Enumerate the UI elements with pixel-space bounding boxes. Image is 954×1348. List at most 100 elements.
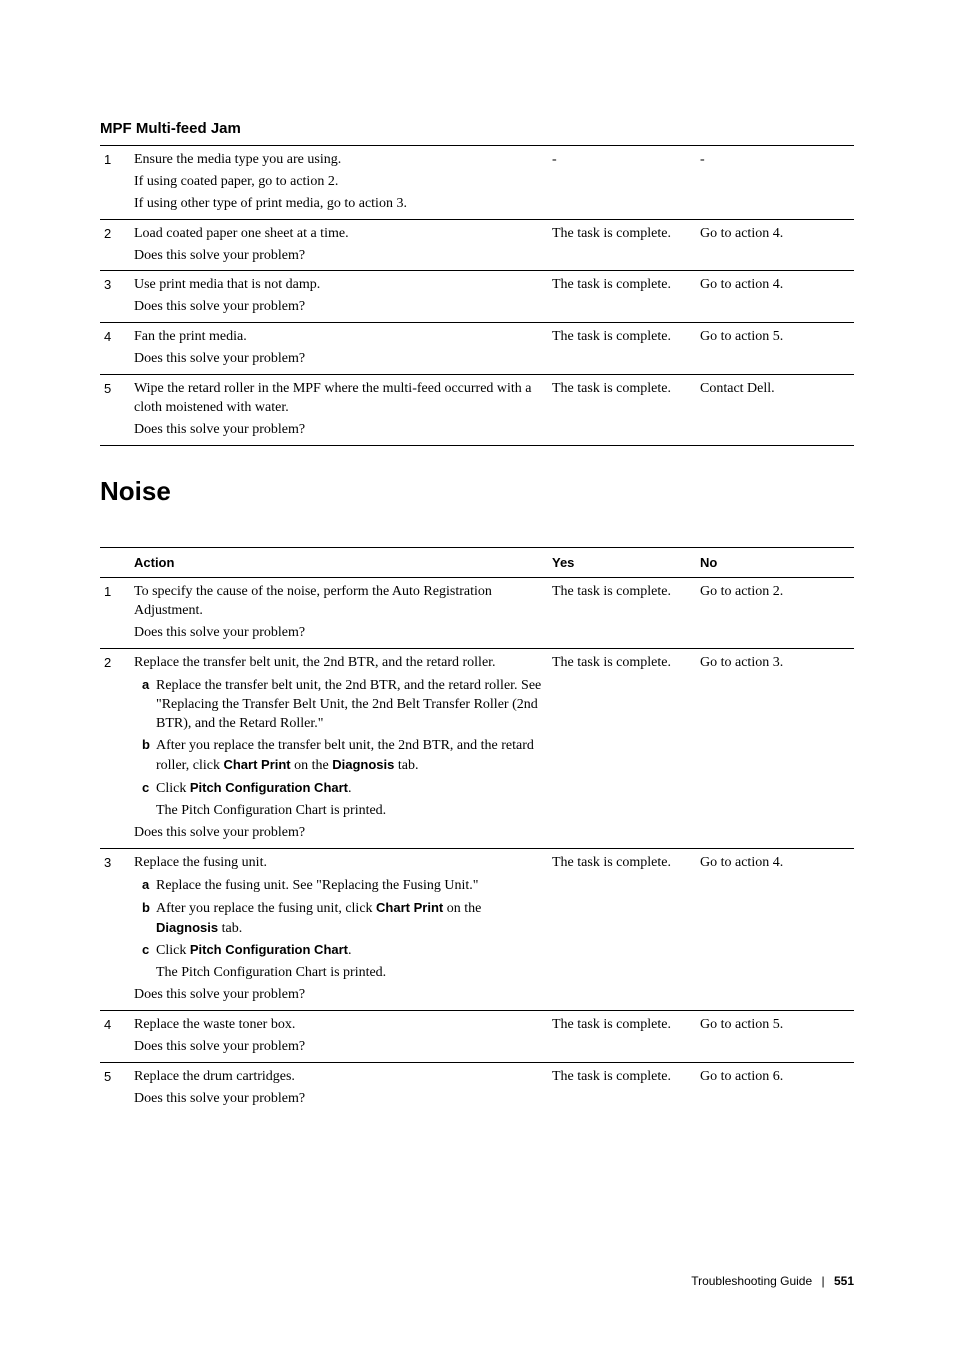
row-num: 3 xyxy=(100,271,130,323)
text: Wipe the retard roller in the MPF where … xyxy=(134,381,532,415)
footer-title: Troubleshooting Guide xyxy=(691,1274,812,1288)
text: Click xyxy=(156,943,190,958)
table-row: 2 Replace the transfer belt unit, the 2n… xyxy=(100,648,854,848)
text: . xyxy=(348,943,352,958)
text: If using coated paper, go to action 2. xyxy=(134,173,544,192)
row-num: 5 xyxy=(100,1062,130,1113)
table-noise: Action Yes No 1 To specify the cause of … xyxy=(100,547,854,1114)
row-yes: The task is complete. xyxy=(548,848,696,1010)
text: Replace the fusing unit. See "Replacing … xyxy=(156,878,479,893)
text: After you replace the fusing unit, click xyxy=(156,901,376,916)
table-row: 4 Fan the print media. Does this solve y… xyxy=(100,323,854,375)
row-yes: The task is complete. xyxy=(548,375,696,446)
row-no: Go to action 2. xyxy=(696,578,854,649)
substep-a: aReplace the fusing unit. See "Replacing… xyxy=(134,876,544,896)
substep-c: cClick Pitch Configuration Chart. xyxy=(134,779,544,799)
row-no: Contact Dell. xyxy=(696,375,854,446)
row-no: Go to action 4. xyxy=(696,271,854,323)
row-num: 4 xyxy=(100,323,130,375)
text: If using other type of print media, go t… xyxy=(134,195,544,214)
col-action: Action xyxy=(130,547,548,578)
row-no: Go to action 5. xyxy=(696,323,854,375)
text: The Pitch Configuration Chart is printed… xyxy=(134,964,544,983)
text: on the xyxy=(291,758,333,773)
footer-separator: | xyxy=(822,1274,825,1288)
row-num: 1 xyxy=(100,146,130,220)
row-yes: The task is complete. xyxy=(548,578,696,649)
text: tab. xyxy=(394,758,418,773)
substep-b: bAfter you replace the fusing unit, clic… xyxy=(134,899,544,939)
table-row: 3 Replace the fusing unit. aReplace the … xyxy=(100,848,854,1010)
row-no: - xyxy=(696,146,854,220)
row-yes: The task is complete. xyxy=(548,1011,696,1063)
row-action: Wipe the retard roller in the MPF where … xyxy=(130,375,548,446)
row-yes: The task is complete. xyxy=(548,323,696,375)
bold: Pitch Configuration Chart xyxy=(190,942,348,957)
row-action: Replace the waste toner box. Does this s… xyxy=(130,1011,548,1063)
footer-page-number: 551 xyxy=(834,1274,854,1288)
text: tab. xyxy=(218,921,242,936)
table-row: 1 Ensure the media type you are using. I… xyxy=(100,146,854,220)
col-yes: Yes xyxy=(548,547,696,578)
row-action: To specify the cause of the noise, perfo… xyxy=(130,578,548,649)
table-row: 2 Load coated paper one sheet at a time.… xyxy=(100,219,854,271)
bold: Pitch Configuration Chart xyxy=(190,780,348,795)
bold: Chart Print xyxy=(376,900,443,915)
table-mpf: 1 Ensure the media type you are using. I… xyxy=(100,145,854,446)
text: Replace the transfer belt unit, the 2nd … xyxy=(156,678,541,731)
row-no: Go to action 3. xyxy=(696,648,854,848)
row-no: Go to action 4. xyxy=(696,848,854,1010)
page: MPF Multi-feed Jam 1 Ensure the media ty… xyxy=(0,0,954,1348)
text: Replace the transfer belt unit, the 2nd … xyxy=(134,655,496,670)
substep-b: bAfter you replace the transfer belt uni… xyxy=(134,736,544,776)
row-action: Ensure the media type you are using. If … xyxy=(130,146,548,220)
heading-noise: Noise xyxy=(100,476,854,507)
text: To specify the cause of the noise, perfo… xyxy=(134,584,492,618)
text: Does this solve your problem? xyxy=(134,1090,544,1109)
row-no: Go to action 6. xyxy=(696,1062,854,1113)
text: Does this solve your problem? xyxy=(134,824,544,843)
row-action: Replace the fusing unit. aReplace the fu… xyxy=(130,848,548,1010)
text: Replace the waste toner box. xyxy=(134,1017,295,1032)
table-row: 5 Wipe the retard roller in the MPF wher… xyxy=(100,375,854,446)
row-yes: - xyxy=(548,146,696,220)
text: Click xyxy=(156,781,190,796)
row-action: Replace the drum cartridges. Does this s… xyxy=(130,1062,548,1113)
footer: Troubleshooting Guide | 551 xyxy=(100,1274,854,1288)
bold: Chart Print xyxy=(223,757,290,772)
text: Does this solve your problem? xyxy=(134,986,544,1005)
text: . xyxy=(348,781,352,796)
row-yes: The task is complete. xyxy=(548,219,696,271)
row-num: 2 xyxy=(100,219,130,271)
text: Does this solve your problem? xyxy=(134,247,544,266)
text: Fan the print media. xyxy=(134,329,247,344)
text: Does this solve your problem? xyxy=(134,1038,544,1057)
substep-c: cClick Pitch Configuration Chart. xyxy=(134,941,544,961)
row-yes: The task is complete. xyxy=(548,648,696,848)
row-no: Go to action 4. xyxy=(696,219,854,271)
row-yes: The task is complete. xyxy=(548,1062,696,1113)
col-no: No xyxy=(696,547,854,578)
col-num xyxy=(100,547,130,578)
bold: Diagnosis xyxy=(332,757,394,772)
row-action: Load coated paper one sheet at a time. D… xyxy=(130,219,548,271)
table-row: 1 To specify the cause of the noise, per… xyxy=(100,578,854,649)
text: Use print media that is not damp. xyxy=(134,277,320,292)
row-num: 5 xyxy=(100,375,130,446)
text: Replace the fusing unit. xyxy=(134,855,267,870)
text: Does this solve your problem? xyxy=(134,298,544,317)
text: Replace the drum cartridges. xyxy=(134,1069,295,1084)
table-row: 3 Use print media that is not damp. Does… xyxy=(100,271,854,323)
substep-a: aReplace the transfer belt unit, the 2nd… xyxy=(134,676,544,734)
text: Does this solve your problem? xyxy=(134,421,544,440)
row-num: 2 xyxy=(100,648,130,848)
bold: Diagnosis xyxy=(156,920,218,935)
row-num: 1 xyxy=(100,578,130,649)
text: Does this solve your problem? xyxy=(134,624,544,643)
text: Does this solve your problem? xyxy=(134,350,544,369)
text: The Pitch Configuration Chart is printed… xyxy=(134,802,544,821)
row-action: Replace the transfer belt unit, the 2nd … xyxy=(130,648,548,848)
table-row: 5 Replace the drum cartridges. Does this… xyxy=(100,1062,854,1113)
table-header-row: Action Yes No xyxy=(100,547,854,578)
text: on the xyxy=(443,901,481,916)
